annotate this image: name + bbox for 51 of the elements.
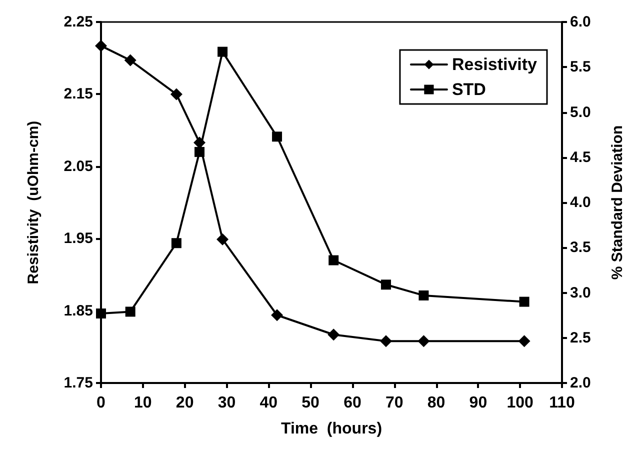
y2-tick-label: 2.5 — [570, 329, 591, 346]
point — [171, 238, 182, 248]
point — [216, 233, 229, 246]
point — [124, 54, 136, 66]
point — [170, 88, 182, 100]
x-tick-label: 10 — [134, 394, 152, 412]
y-tick-label: 2.25 — [64, 14, 93, 30]
point — [271, 309, 284, 322]
x-tick-label: 0 — [96, 394, 106, 412]
point — [519, 296, 530, 307]
point — [218, 46, 228, 57]
point — [418, 290, 429, 300]
x-tick-label: 30 — [218, 394, 236, 412]
point — [518, 335, 530, 348]
x-tick-label: 80 — [427, 394, 446, 412]
point — [96, 308, 106, 319]
x-tick-label: 60 — [344, 394, 362, 412]
y2-tick-label: 5.5 — [570, 58, 591, 76]
x-tick-label: 20 — [176, 394, 194, 412]
point — [328, 328, 340, 341]
point — [95, 40, 107, 52]
x-axis-title: Time (hours) — [280, 420, 382, 438]
legend-label: STD — [452, 80, 486, 99]
y-tick-label: 1.85 — [64, 302, 93, 320]
y2-tick-label: 3.5 — [570, 239, 591, 256]
y-tick-label: 1.75 — [64, 374, 93, 392]
y-tick-label: 2.15 — [64, 86, 93, 103]
x-tick-label: 50 — [302, 394, 320, 412]
y-tick-label: 2.05 — [64, 158, 93, 175]
y2-tick-label: 3.0 — [570, 284, 591, 302]
point — [380, 280, 391, 290]
point — [125, 306, 136, 317]
point — [272, 132, 282, 142]
y2-tick-label: 6.0 — [570, 14, 591, 30]
x-tick-label: 40 — [260, 394, 278, 412]
y2-tick-label: 2.0 — [570, 374, 591, 392]
x-tick-label: 90 — [469, 394, 488, 412]
point — [328, 255, 339, 266]
legend-label: Resistivity — [452, 55, 538, 74]
y-tick-label: 1.95 — [64, 230, 93, 248]
x-tick-label: 70 — [385, 394, 404, 412]
y2-tick-label: 5.0 — [570, 104, 591, 121]
point — [418, 335, 430, 348]
y2-axis-title: % Standard Deviation — [609, 125, 626, 280]
point — [380, 335, 392, 348]
x-tick-label: 110 — [549, 394, 576, 412]
y2-tick-label: 4.5 — [570, 148, 591, 166]
x-tick-label: 100 — [506, 394, 534, 412]
y-axis-title: Resistivity (uOhm-cm) — [25, 120, 42, 284]
y2-tick-label: 4.0 — [570, 194, 591, 211]
point — [194, 146, 204, 157]
